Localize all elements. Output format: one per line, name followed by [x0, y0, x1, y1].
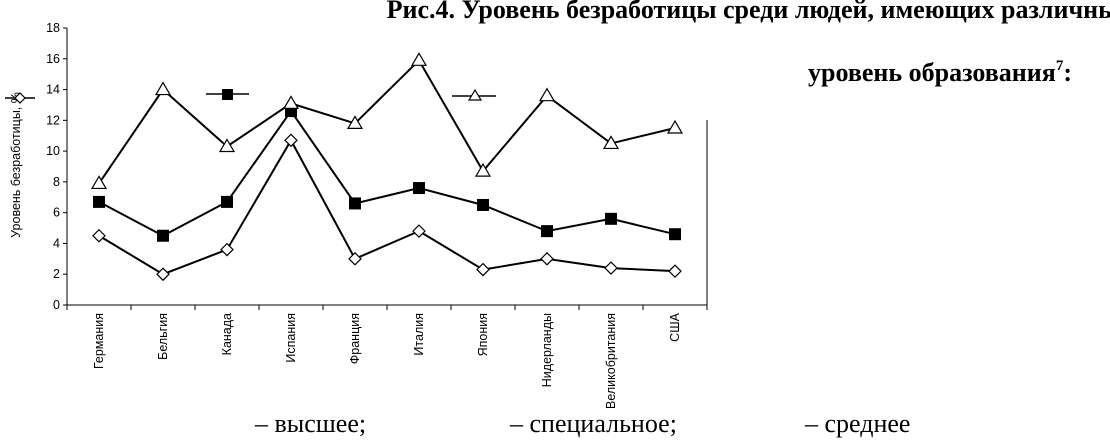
legend: – высшее; – специальное; – среднее — [5, 88, 910, 438]
x-category-label: Нидерланды — [540, 313, 554, 387]
y-tick-label: 0 — [53, 298, 60, 312]
data-point — [90, 175, 108, 190]
data-point — [477, 198, 489, 211]
y-tick-label: 4 — [53, 236, 60, 250]
chart-title-footnote: 7 — [1056, 58, 1064, 74]
data-point — [413, 182, 425, 195]
data-point — [541, 225, 553, 238]
legend-marker-series-3 — [452, 88, 496, 101]
y-tick-label: 14 — [46, 83, 60, 97]
x-category-label: Германия — [92, 313, 106, 369]
x-category-label: Великобритания — [604, 313, 618, 409]
x-category-label: Бельгия — [156, 313, 170, 360]
data-point — [346, 115, 364, 130]
x-category-label: Италия — [412, 313, 426, 356]
data-point — [348, 251, 362, 266]
x-category-label: Испания — [284, 313, 298, 363]
data-point — [669, 228, 681, 241]
y-tick-label: 2 — [53, 267, 60, 281]
y-tick-label: 12 — [46, 113, 60, 127]
series-1 — [92, 133, 682, 282]
data-point — [668, 264, 682, 278]
data-point — [221, 195, 233, 208]
data-point — [410, 52, 428, 66]
data-point — [540, 251, 554, 266]
x-ticks: Германия Бельгия Канада Испания Франция Итали… — [66, 305, 708, 409]
y-axis-label: Уровень безработицы, % — [9, 92, 23, 238]
data-point — [282, 95, 300, 110]
legend-label-series-1: – высшее; — [254, 409, 366, 438]
series-line — [98, 58, 676, 184]
legend-marker-series-1 — [5, 92, 35, 104]
chart-title-line2: уровень образования7: — [808, 58, 1072, 87]
y-tick-label: 10 — [46, 144, 60, 158]
chart-title-line2-text: уровень образования — [808, 58, 1056, 87]
series-line — [98, 138, 676, 276]
chart-title-line1: Рис.4. Уровень безработицы среди людей, … — [387, 0, 1110, 24]
data-point — [412, 224, 426, 238]
y-tick-label: 6 — [53, 206, 60, 220]
y-tick-label: 8 — [53, 175, 60, 189]
series-line — [98, 109, 676, 237]
data-point — [349, 197, 361, 210]
x-category-label: Япония — [476, 313, 490, 356]
data-point — [474, 162, 492, 177]
legend-label-series-2: – специальное; — [509, 409, 677, 438]
data-point — [220, 242, 234, 257]
series-group — [90, 52, 684, 282]
data-point — [156, 267, 170, 282]
legend-marker-series-2 — [206, 89, 249, 100]
data-point — [154, 81, 172, 96]
data-point — [93, 195, 105, 208]
y-tick-label: 18 — [46, 21, 60, 35]
data-point — [284, 133, 298, 148]
data-point — [605, 212, 617, 225]
x-category-label: США — [668, 312, 682, 341]
chart-title-colon: : — [1063, 58, 1072, 87]
data-point — [92, 228, 106, 243]
series-2 — [93, 105, 681, 242]
data-point — [218, 138, 236, 153]
x-category-label: Франция — [348, 313, 362, 364]
data-point — [157, 229, 169, 242]
y-ticks: 0 2 4 6 8 10 12 14 16 18 — [46, 21, 67, 312]
data-point — [666, 119, 684, 134]
x-category-label: Канада — [220, 313, 234, 355]
data-point — [602, 135, 620, 150]
legend-label-series-3: – среднее — [804, 409, 910, 438]
data-point — [476, 262, 490, 277]
series-3 — [90, 52, 684, 190]
data-point — [538, 87, 556, 102]
y-tick-label: 16 — [46, 52, 60, 66]
data-point — [604, 261, 618, 275]
